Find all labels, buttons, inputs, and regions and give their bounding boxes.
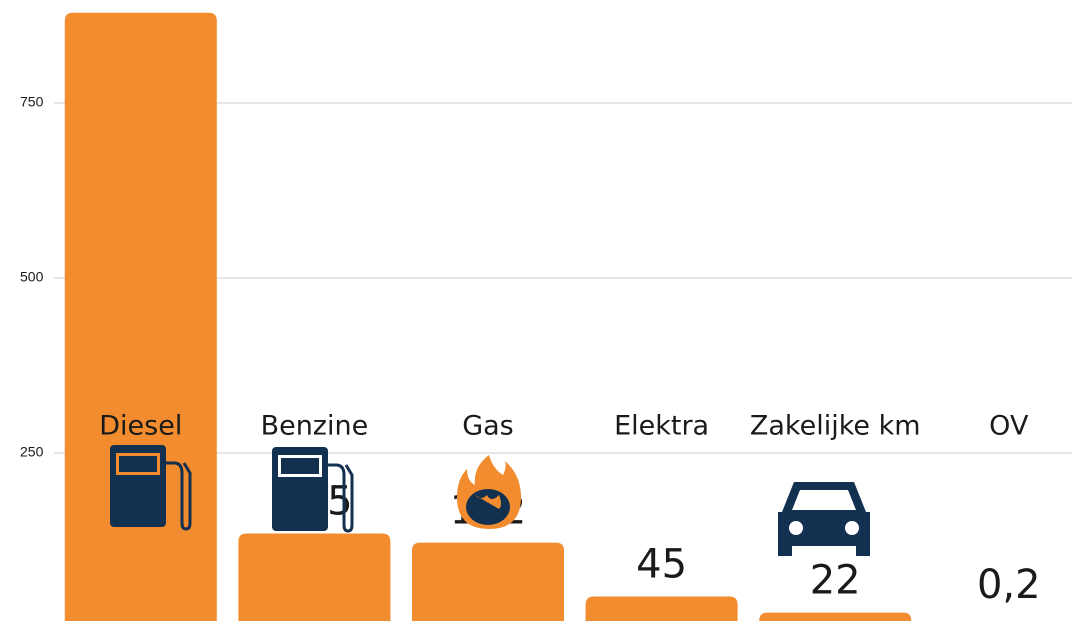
value-label: 45 (636, 542, 687, 588)
value-label: 0,2 (977, 562, 1041, 608)
category-label: Diesel (99, 411, 182, 442)
category-label: Zakelijke km (750, 411, 921, 442)
category-label: Gas (462, 411, 514, 442)
pump-icon (272, 447, 354, 533)
bar (238, 533, 391, 621)
car-icon (778, 482, 870, 556)
y-tick-label: 0 (20, 619, 28, 621)
category-label: OV (989, 411, 1029, 442)
bar (64, 12, 217, 621)
value-label: 22 (810, 558, 861, 604)
y-tick-label: 250 (20, 444, 44, 460)
y-tick-label: 750 (20, 94, 44, 110)
value-label: 879 (103, 0, 179, 4)
grid (54, 102, 1072, 454)
flame-icon (457, 455, 521, 529)
y-tick-label: 500 (20, 269, 44, 285)
category-label: Benzine (261, 411, 369, 442)
bar (585, 596, 738, 621)
bar (412, 542, 564, 621)
category-label: Elektra (614, 411, 709, 442)
bars (64, 12, 912, 621)
pump-icon (110, 445, 192, 531)
bar (759, 612, 912, 621)
